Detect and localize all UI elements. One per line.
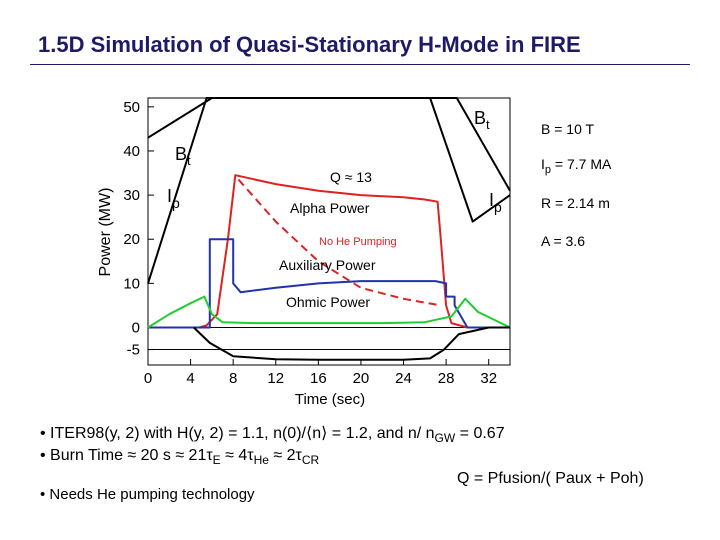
- series-ip: [147, 97, 511, 284]
- ip-right-label: Ip: [489, 190, 502, 215]
- x-tick-label: 8: [229, 370, 237, 387]
- y-axis-title: Power (MW): [97, 188, 114, 277]
- bt-left-label: Bt: [175, 144, 191, 168]
- ip-left-label: Ip: [167, 186, 180, 211]
- bullet-burn-time: • Burn Time ≈ 20 s ≈ 21τE ≈ 4τHe ≈ 2τCR: [40, 447, 320, 468]
- param-r: R = 2.14 m: [541, 195, 610, 211]
- bullet-iter98: • ITER98(y, 2) with H(y, 2) = 1.1, n(0)/…: [40, 425, 505, 446]
- x-tick-label: 28: [438, 370, 455, 387]
- ohmic-power-label: Ohmic Power: [286, 294, 370, 310]
- q-label: Q ≈ 13: [330, 169, 372, 185]
- series-alpha-power: [148, 174, 510, 329]
- series-alpha-power-no-he-pumping: [237, 178, 441, 307]
- x-tick-label: 24: [395, 370, 412, 387]
- y-tick-label: -5: [127, 342, 140, 359]
- x-axis-title: Time (sec): [295, 391, 365, 408]
- y-tick-label: 40: [123, 143, 140, 160]
- y-tick-label: 0: [132, 319, 140, 336]
- y-tick-label: 50: [123, 99, 140, 116]
- series-ohmic-power: [147, 295, 511, 329]
- x-tick-label: 16: [310, 370, 327, 387]
- x-tick-label: 4: [186, 370, 194, 387]
- slide-title: 1.5D Simulation of Quasi-Stationary H-Mo…: [38, 32, 581, 57]
- alpha-power-label: Alpha Power: [290, 200, 370, 216]
- auxiliary-power-label: Auxiliary Power: [279, 257, 376, 273]
- param-a: A = 3.6: [541, 233, 585, 249]
- param-ip: Ip = 7.7 MA: [541, 156, 612, 176]
- series-auxiliary-power: [148, 238, 510, 329]
- bt-right-label: Bt: [474, 108, 490, 132]
- param-bt: B = 10 T: [541, 121, 595, 137]
- x-tick-label: 12: [267, 370, 284, 387]
- y-tick-label: 30: [123, 187, 140, 204]
- x-tick-label: 0: [144, 370, 152, 387]
- x-tick-label: 20: [353, 370, 370, 387]
- series-bt-lower: [193, 326, 510, 361]
- y-tick-label: 10: [123, 275, 140, 292]
- no-he-pumping-label: No He Pumping: [319, 236, 397, 248]
- x-tick-label: 32: [480, 370, 497, 387]
- q-definition: Q = Pfusion/( Paux + Poh): [457, 470, 644, 487]
- bullet-needs-he-pumping: • Needs He pumping technology: [40, 486, 255, 503]
- y-tick-label: 20: [123, 231, 140, 248]
- title-rule: [30, 64, 690, 65]
